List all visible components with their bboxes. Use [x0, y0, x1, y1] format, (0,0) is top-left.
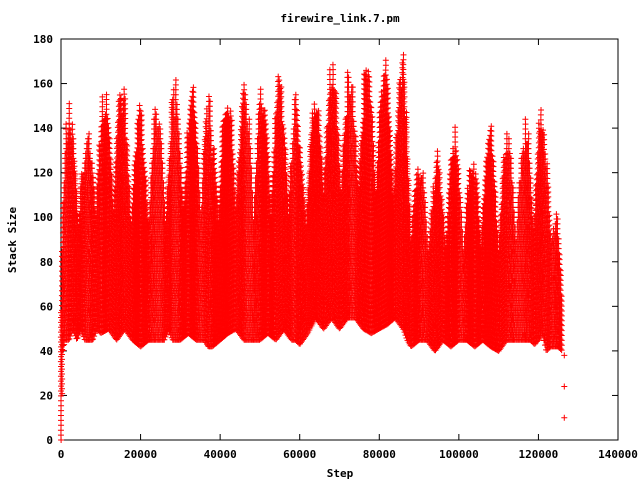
- y-tick-label: 60: [40, 300, 53, 313]
- x-axis-label: Step: [327, 467, 354, 480]
- data-point: [152, 106, 159, 113]
- x-tick-label: 120000: [519, 448, 559, 461]
- data-point: [66, 100, 73, 107]
- x-tick-label: 20000: [124, 448, 157, 461]
- x-tick-label: 100000: [439, 448, 479, 461]
- y-tick-label: 100: [33, 211, 53, 224]
- x-tick-label: 60000: [283, 448, 316, 461]
- y-tick-label: 80: [40, 256, 53, 269]
- x-tick-label: 0: [58, 448, 65, 461]
- y-tick-label: 20: [40, 389, 53, 402]
- data-point: [172, 76, 179, 83]
- data-point: [63, 121, 70, 128]
- data-point: [116, 92, 123, 99]
- chart-title: firewire_link.7.pm: [280, 12, 400, 25]
- data-point: [137, 108, 144, 115]
- y-tick-label: 140: [33, 122, 53, 135]
- data-point: [121, 86, 128, 93]
- data-point: [189, 88, 196, 95]
- x-tick-label: 40000: [204, 448, 237, 461]
- data-points: [57, 51, 568, 443]
- data-point: [69, 121, 76, 128]
- plot-frame: [60, 38, 619, 441]
- x-tick-label: 80000: [363, 448, 396, 461]
- y-tick-label: 180: [33, 33, 53, 46]
- y-axis-label: Stack Size: [6, 207, 19, 274]
- y-tick-label: 120: [33, 167, 53, 180]
- x-tick-label: 140000: [598, 448, 638, 461]
- y-tick-label: 160: [33, 78, 53, 91]
- y-tick-label: 0: [46, 434, 53, 447]
- data-point: [136, 102, 143, 109]
- data-point: [173, 101, 180, 108]
- y-tick-label: 40: [40, 345, 53, 358]
- data-point: [86, 130, 93, 137]
